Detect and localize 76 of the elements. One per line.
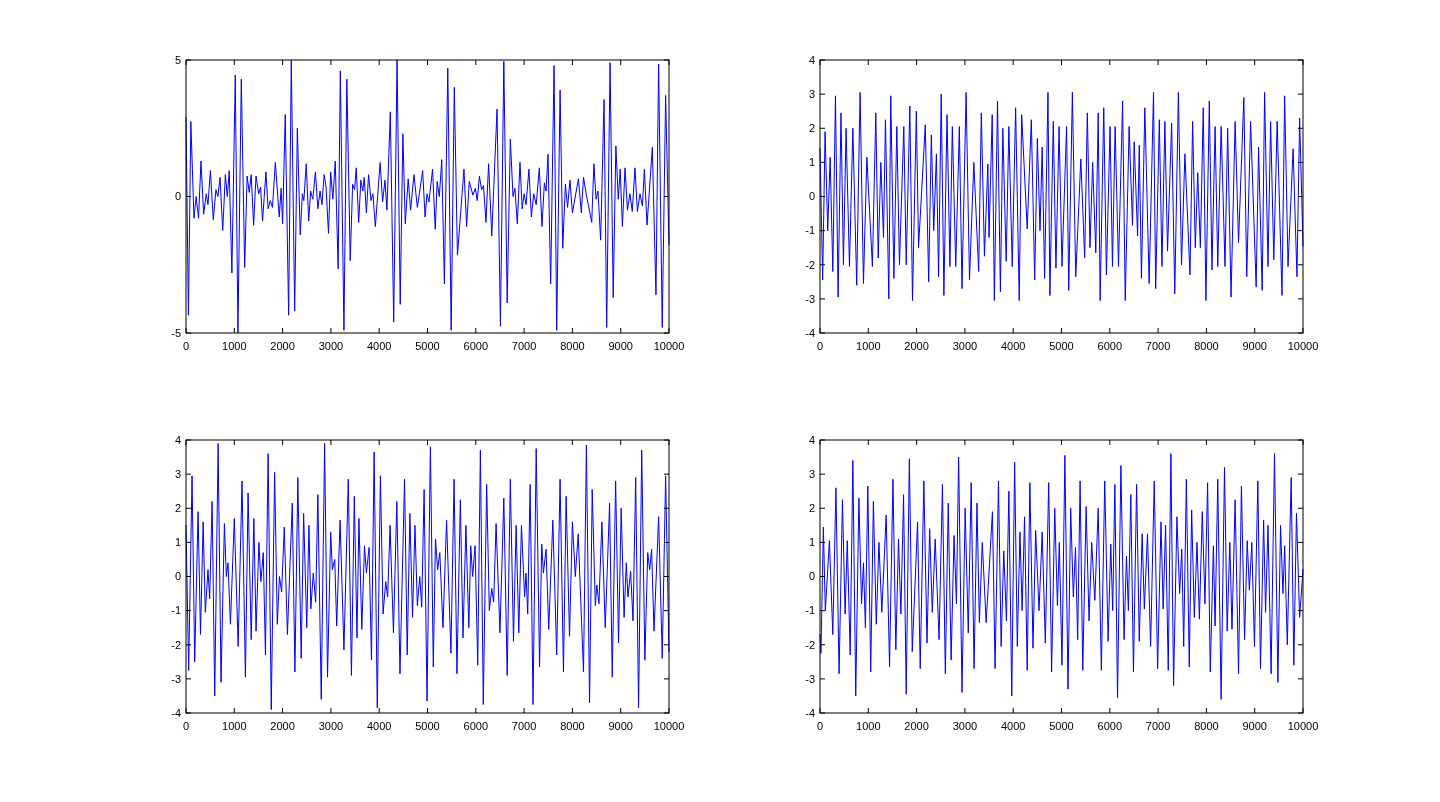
y-tick-label: 0 xyxy=(174,190,181,203)
y-tick-label: -1 xyxy=(171,604,181,617)
x-tick-label: 6000 xyxy=(463,720,489,732)
x-tick-label: 9000 xyxy=(608,340,633,352)
x-tick-label: 10000 xyxy=(653,340,685,352)
y-tick-label: -2 xyxy=(805,638,815,651)
y-tick-label: 1 xyxy=(808,156,815,169)
x-tick-label: 2000 xyxy=(270,720,295,732)
y-tick-label: 3 xyxy=(808,87,815,100)
y-tick-label: 3 xyxy=(174,467,181,480)
x-tick-label: 0 xyxy=(182,720,190,732)
x-tick-label: 1000 xyxy=(222,720,247,732)
x-tick-label: 7000 xyxy=(1145,720,1171,732)
x-tick-label: 7000 xyxy=(511,720,537,732)
x-tick-label: 9000 xyxy=(608,720,633,732)
x-tick-label: 8000 xyxy=(1194,720,1219,732)
y-tick-label: 2 xyxy=(808,502,815,515)
x-tick-label: 3000 xyxy=(318,720,344,732)
y-tick-label: -4 xyxy=(805,326,815,339)
y-tick-label: 4 xyxy=(808,53,815,66)
x-tick-label: 7000 xyxy=(511,340,537,352)
x-tick-label: 4000 xyxy=(1000,720,1026,732)
x-tick-label: 5000 xyxy=(415,720,440,732)
y-tick-label: -4 xyxy=(171,706,181,719)
y-tick-label: -5 xyxy=(171,326,181,339)
x-tick-label: 8000 xyxy=(560,340,585,352)
line-series xyxy=(819,453,1304,700)
x-tick-label: 5000 xyxy=(1049,340,1074,352)
x-tick-label: 3000 xyxy=(952,720,978,732)
x-tick-label: 6000 xyxy=(463,340,489,352)
x-tick-label: 2000 xyxy=(904,720,929,732)
x-tick-label: 1000 xyxy=(222,340,247,352)
y-tick-label: -1 xyxy=(805,604,815,617)
x-tick-label: 8000 xyxy=(1194,340,1219,352)
x-tick-label: 2000 xyxy=(270,340,295,352)
x-tick-label: 1000 xyxy=(856,720,881,732)
x-tick-label: 0 xyxy=(182,340,190,352)
y-tick-label: 0 xyxy=(174,570,181,583)
y-tick-label: -2 xyxy=(171,638,181,651)
x-tick-label: 6000 xyxy=(1097,340,1123,352)
y-tick-label: -1 xyxy=(805,224,815,237)
x-tick-label: 8000 xyxy=(560,720,585,732)
y-tick-label: -3 xyxy=(805,672,815,685)
x-tick-label: 10000 xyxy=(1287,340,1319,352)
x-tick-label: 10000 xyxy=(653,720,685,732)
x-tick-label: 3000 xyxy=(952,340,978,352)
x-tick-label: 4000 xyxy=(1000,340,1026,352)
y-tick-label: 4 xyxy=(808,433,815,446)
x-tick-label: 0 xyxy=(816,720,824,732)
y-tick-label: 4 xyxy=(174,433,181,446)
x-tick-label: 4000 xyxy=(366,340,392,352)
x-tick-label: 0 xyxy=(816,340,824,352)
y-tick-label: 0 xyxy=(808,570,815,583)
y-tick-label: -2 xyxy=(805,258,815,271)
x-tick-label: 7000 xyxy=(1145,340,1171,352)
y-tick-label: 2 xyxy=(808,122,815,135)
y-tick-label: -3 xyxy=(171,672,181,685)
x-tick-label: 2000 xyxy=(904,340,929,352)
x-tick-label: 6000 xyxy=(1097,720,1123,732)
x-tick-label: 4000 xyxy=(366,720,392,732)
line-series xyxy=(819,91,1304,302)
x-tick-label: 1000 xyxy=(856,340,881,352)
x-tick-label: 9000 xyxy=(1242,340,1267,352)
y-tick-label: -4 xyxy=(805,706,815,719)
y-tick-label: -3 xyxy=(805,292,815,305)
x-tick-label: 9000 xyxy=(1242,720,1267,732)
y-tick-label: 0 xyxy=(808,190,815,203)
y-tick-label: 5 xyxy=(174,53,181,66)
y-tick-label: 1 xyxy=(808,536,815,549)
x-tick-label: 5000 xyxy=(415,340,440,352)
y-tick-label: 3 xyxy=(808,467,815,480)
y-tick-label: 1 xyxy=(174,536,181,549)
x-tick-label: 3000 xyxy=(318,340,344,352)
x-tick-label: 5000 xyxy=(1049,720,1074,732)
y-tick-label: 2 xyxy=(174,502,181,515)
x-tick-label: 10000 xyxy=(1287,720,1319,732)
